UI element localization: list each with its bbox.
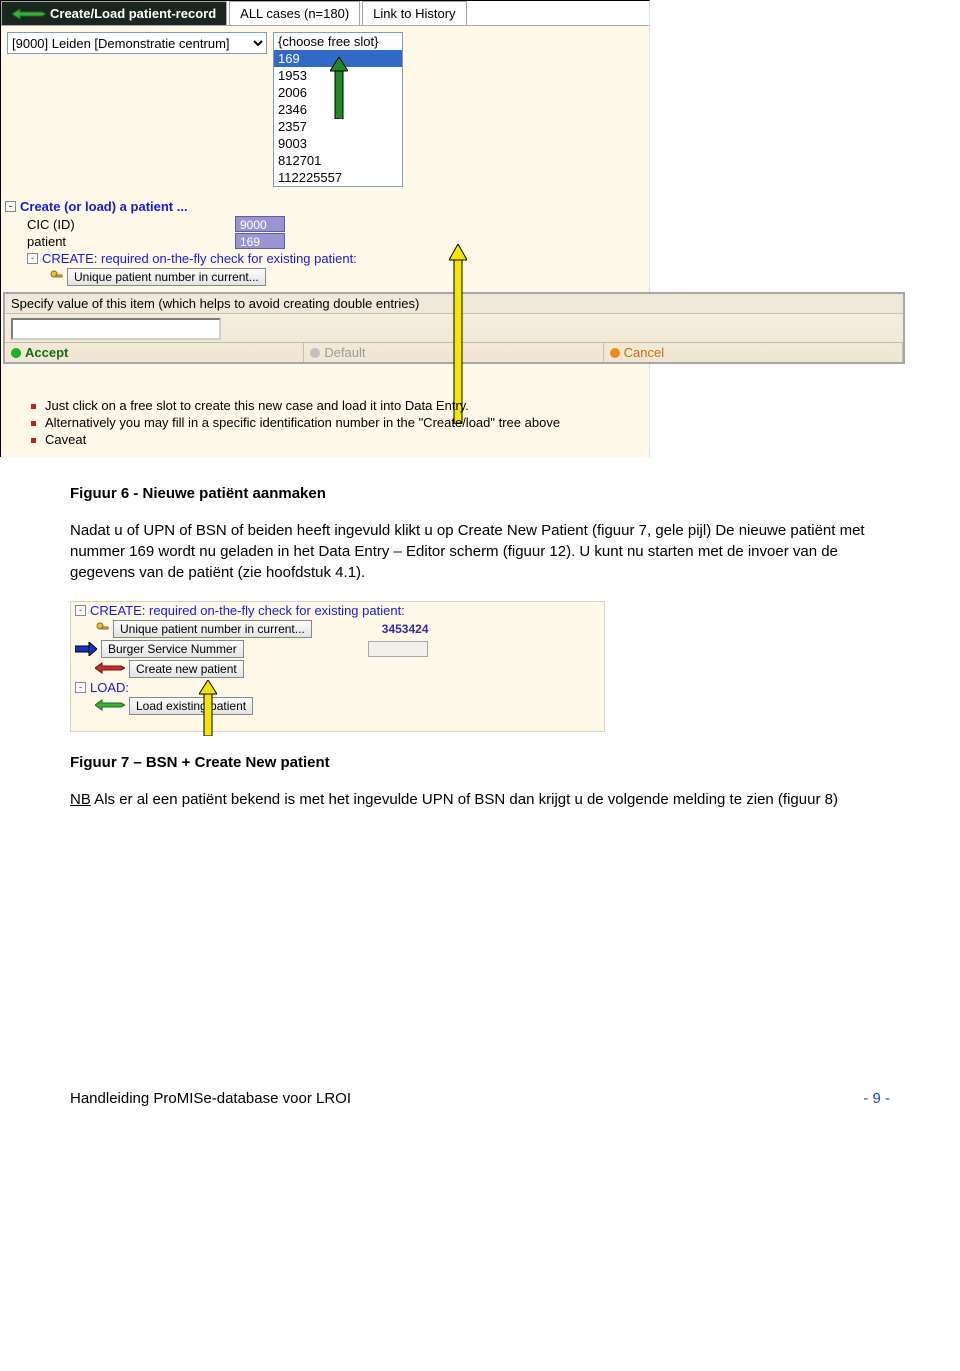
arrow-yellow-annotation-2 bbox=[199, 680, 217, 736]
bsn-value-empty bbox=[368, 641, 428, 657]
slot-option-placeholder[interactable]: {choose free slot} bbox=[274, 33, 402, 50]
cancel-button[interactable]: Cancel bbox=[604, 343, 903, 362]
slot-option[interactable]: 2357 bbox=[274, 118, 402, 135]
load-existing-patient-button[interactable]: Load existing patient bbox=[129, 697, 253, 715]
patient-value: 169 bbox=[235, 233, 285, 249]
key-icon bbox=[95, 621, 109, 638]
tree-root[interactable]: - Create (or load) a patient ... bbox=[5, 199, 645, 214]
dot-green-icon bbox=[11, 348, 21, 358]
figure-6-caption: Figuur 6 - Nieuwe patiënt aanmaken bbox=[70, 485, 890, 502]
page-footer: Handleiding ProMISe-database voor LROI -… bbox=[0, 1090, 960, 1107]
slot-option[interactable]: 9003 bbox=[274, 135, 402, 152]
bullet: Alternatively you may fill in a specific… bbox=[31, 415, 641, 430]
slot-option[interactable]: 112225557 bbox=[274, 169, 402, 186]
tab-bar: Create/Load patient-record ALL cases (n=… bbox=[1, 1, 649, 26]
footer-left: Handleiding ProMISe-database voor LROI bbox=[70, 1090, 351, 1107]
popup-value-input[interactable] bbox=[11, 318, 221, 340]
arrow-yellow-annotation bbox=[449, 244, 467, 424]
dot-orange-icon bbox=[610, 348, 620, 358]
arrow-blue-annotation bbox=[0, 324, 1, 338]
tab-create-load[interactable]: Create/Load patient-record bbox=[1, 1, 227, 25]
upn-button[interactable]: Unique patient number in current... bbox=[67, 268, 266, 286]
collapse-icon[interactable]: - bbox=[5, 201, 16, 212]
accept-button[interactable]: Accept bbox=[5, 343, 304, 362]
tree-create-check[interactable]: - CREATE: required on-the-fly check for … bbox=[27, 251, 645, 266]
nb-prefix: NB bbox=[70, 791, 91, 808]
collapse-icon[interactable]: - bbox=[75, 682, 86, 693]
paragraph-2: NB Als er al een patiënt bekend is met h… bbox=[70, 789, 890, 810]
pencil-red-icon bbox=[95, 662, 125, 677]
collapse-icon[interactable]: - bbox=[27, 253, 38, 264]
paragraph-1: Nadat u of UPN of BSN of beiden heeft in… bbox=[70, 520, 890, 583]
tree-load: LOAD: bbox=[90, 680, 129, 695]
key-icon bbox=[49, 269, 63, 286]
tab-link-history[interactable]: Link to History bbox=[362, 1, 466, 25]
centre-select[interactable]: [9000] Leiden [Demonstratie centrum] bbox=[7, 32, 267, 54]
tab-all-cases[interactable]: ALL cases (n=180) bbox=[229, 1, 360, 25]
cic-label: CIC (ID) bbox=[27, 217, 227, 232]
cic-value: 9000 bbox=[235, 216, 285, 232]
patient-label: patient bbox=[27, 234, 227, 249]
footer-page-number: - 9 - bbox=[863, 1090, 890, 1107]
help-bullets: Just click on a free slot to create this… bbox=[1, 372, 649, 457]
slot-option[interactable]: 812701 bbox=[274, 152, 402, 169]
arrow-green-annotation bbox=[330, 57, 348, 119]
pencil-green-icon bbox=[95, 699, 125, 714]
collapse-icon[interactable]: - bbox=[75, 605, 86, 616]
tab-label: Create/Load patient-record bbox=[50, 6, 216, 21]
tree-area: - Create (or load) a patient ... CIC (ID… bbox=[1, 193, 649, 372]
bullet: Just click on a free slot to create this… bbox=[31, 398, 641, 413]
upn-button-2[interactable]: Unique patient number in current... bbox=[113, 620, 312, 638]
dot-grey-icon bbox=[310, 348, 320, 358]
slot-listbox[interactable]: {choose free slot} 169 1953 2006 2346 23… bbox=[273, 32, 403, 187]
pencil-icon bbox=[12, 7, 46, 21]
screenshot-1: Create/Load patient-record ALL cases (n=… bbox=[0, 0, 650, 457]
bullet: Caveat bbox=[31, 432, 641, 447]
figure-7-caption: Figuur 7 – BSN + Create New patient bbox=[70, 754, 890, 771]
bsn-button[interactable]: Burger Service Nummer bbox=[101, 640, 244, 658]
arrow-blue-annotation-2 bbox=[75, 642, 97, 656]
upn-value: 3453424 bbox=[380, 622, 431, 636]
create-new-patient-button[interactable]: Create new patient bbox=[129, 660, 244, 678]
screenshot-2: - CREATE: required on-the-fly check for … bbox=[70, 601, 605, 732]
tree-create-check-2: CREATE: required on-the-fly check for ex… bbox=[90, 603, 405, 618]
